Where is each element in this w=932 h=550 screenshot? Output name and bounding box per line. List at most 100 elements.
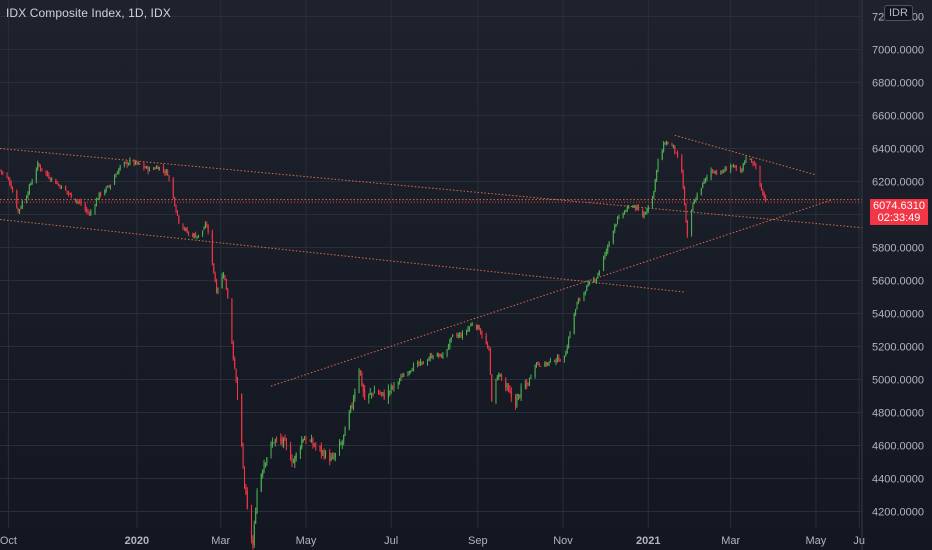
candle-body — [0, 169, 1, 171]
candle-body — [626, 206, 628, 211]
candle-body — [224, 275, 226, 280]
candle-body — [535, 362, 538, 367]
candle-body — [104, 190, 106, 195]
candle-body — [126, 161, 128, 165]
bar-countdown: 02:33:49 — [877, 212, 921, 224]
candle-body — [392, 386, 394, 388]
candle-body — [176, 210, 178, 215]
candle-body — [661, 150, 663, 161]
candle-body — [446, 348, 448, 356]
price-tick-label: 4200.0000 — [872, 507, 924, 519]
candle-body — [185, 228, 187, 230]
candle-body — [146, 166, 148, 169]
candle-body — [236, 380, 239, 396]
candle-body — [292, 462, 294, 464]
candle-body — [364, 389, 366, 400]
candle-body — [653, 191, 655, 198]
candle-body — [636, 207, 638, 210]
candle-body — [450, 337, 452, 341]
candle-body — [762, 190, 764, 195]
time-tick-label: Nov — [553, 535, 573, 547]
candle-body — [245, 485, 247, 494]
time-tick-label: May — [806, 535, 827, 547]
candle-body — [107, 185, 109, 188]
candle-body — [692, 204, 694, 211]
candle-body — [508, 387, 510, 391]
candle-body — [59, 185, 61, 189]
candle-body — [291, 458, 293, 463]
candle-body — [162, 166, 164, 171]
candle-body — [545, 362, 547, 366]
time-tick-label: Oct — [0, 535, 17, 547]
candle-body — [534, 365, 536, 377]
time-tick-label: 2021 — [636, 535, 660, 547]
candle-body — [480, 329, 482, 334]
candle-body — [548, 361, 550, 364]
candle-body — [235, 369, 237, 381]
candle-body — [158, 167, 160, 170]
candle-body — [752, 162, 754, 164]
candle-body — [358, 369, 360, 393]
candle-body — [510, 391, 512, 398]
price-tick-label: 5600.0000 — [872, 276, 924, 288]
last-price-value: 6074.6310 — [873, 200, 925, 212]
candle-body — [66, 190, 68, 193]
candle-body — [80, 201, 82, 205]
candle-body — [554, 360, 556, 362]
candle-body — [643, 213, 645, 218]
candle-body — [657, 160, 659, 170]
candle-body — [144, 167, 146, 169]
candle-body — [607, 244, 609, 252]
candle-body — [380, 392, 382, 394]
candle-body — [369, 392, 371, 394]
candle-body — [320, 445, 322, 454]
candle-body — [322, 450, 324, 452]
candle-body — [625, 211, 627, 213]
candle-body — [569, 333, 571, 337]
candle-body — [528, 377, 531, 385]
candle-body — [509, 389, 511, 392]
candle-body — [19, 209, 21, 212]
candle-body — [656, 170, 658, 181]
candle-body — [565, 353, 567, 357]
candle-body — [399, 379, 401, 382]
candle-body — [97, 199, 99, 201]
candle-layer — [0, 140, 767, 550]
candle-body — [250, 507, 252, 539]
candle-body — [628, 206, 630, 208]
candle-body — [549, 359, 551, 363]
candle-body — [323, 451, 325, 459]
candle-body — [667, 142, 669, 145]
candle-body — [9, 179, 11, 184]
candle-body — [260, 474, 262, 492]
currency-button[interactable]: IDR — [884, 5, 913, 21]
candle-body — [579, 298, 581, 300]
candle-body — [379, 393, 381, 395]
price-tick-label: 6800.0000 — [872, 78, 924, 90]
candle-body — [675, 152, 677, 154]
candle-body — [674, 145, 676, 153]
candle-body — [635, 205, 637, 210]
candle-body — [299, 447, 301, 455]
candle-body — [242, 446, 244, 468]
candle-body — [329, 452, 331, 462]
candle-body — [12, 188, 14, 192]
trendline — [0, 148, 863, 229]
candle-body — [461, 332, 463, 338]
candle-body — [6, 173, 8, 178]
candle-body — [74, 198, 76, 201]
candle-body — [616, 218, 619, 224]
candle-body — [765, 197, 767, 202]
candle-body — [123, 162, 125, 165]
candle-body — [378, 390, 380, 394]
candle-body — [467, 328, 469, 332]
candle-body — [223, 274, 225, 277]
candle-body — [389, 390, 391, 392]
candle-body — [470, 324, 472, 327]
candle-body — [90, 211, 92, 214]
candle-body — [304, 439, 306, 441]
candle-body — [460, 334, 462, 337]
candle-body — [263, 463, 265, 473]
